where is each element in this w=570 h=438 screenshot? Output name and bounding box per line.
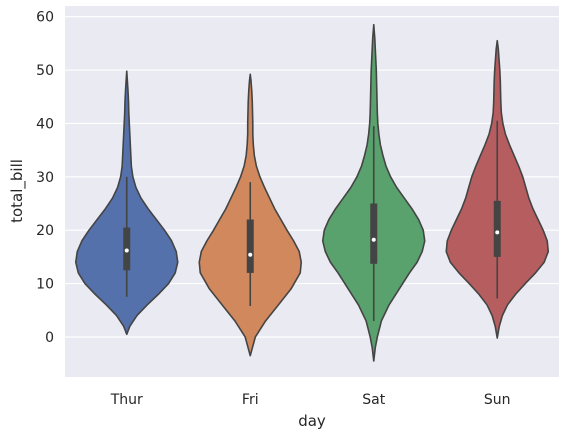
violin-iqr-box (493, 200, 501, 257)
violin-median-point (248, 252, 253, 257)
y-tick-label: 20 (36, 223, 54, 239)
y-tick-label: 30 (36, 170, 54, 186)
violin-iqr-box (246, 219, 254, 273)
violin-median-point (495, 230, 500, 235)
y-tick-label: 50 (36, 63, 54, 79)
x-axis-label: day (298, 412, 326, 430)
violin-median-point (371, 237, 376, 242)
y-tick-labels: 0 10 20 30 40 50 60 (36, 10, 54, 346)
x-tick-label: Thur (110, 392, 143, 408)
y-tick-label: 10 (36, 277, 54, 293)
y-tick-label: 0 (45, 330, 54, 346)
y-tick-label: 60 (36, 10, 54, 26)
x-tick-label: Sun (484, 392, 511, 408)
x-tick-label: Fri (242, 392, 259, 408)
violin-iqr-box (370, 203, 378, 264)
x-tick-labels: Thur Fri Sat Sun (110, 392, 511, 408)
y-axis-label: total_bill (8, 159, 27, 223)
y-tick-label: 40 (36, 116, 54, 132)
violins (74, 23, 550, 362)
x-tick-label: Sat (362, 392, 385, 408)
violin-median-point (124, 248, 129, 253)
